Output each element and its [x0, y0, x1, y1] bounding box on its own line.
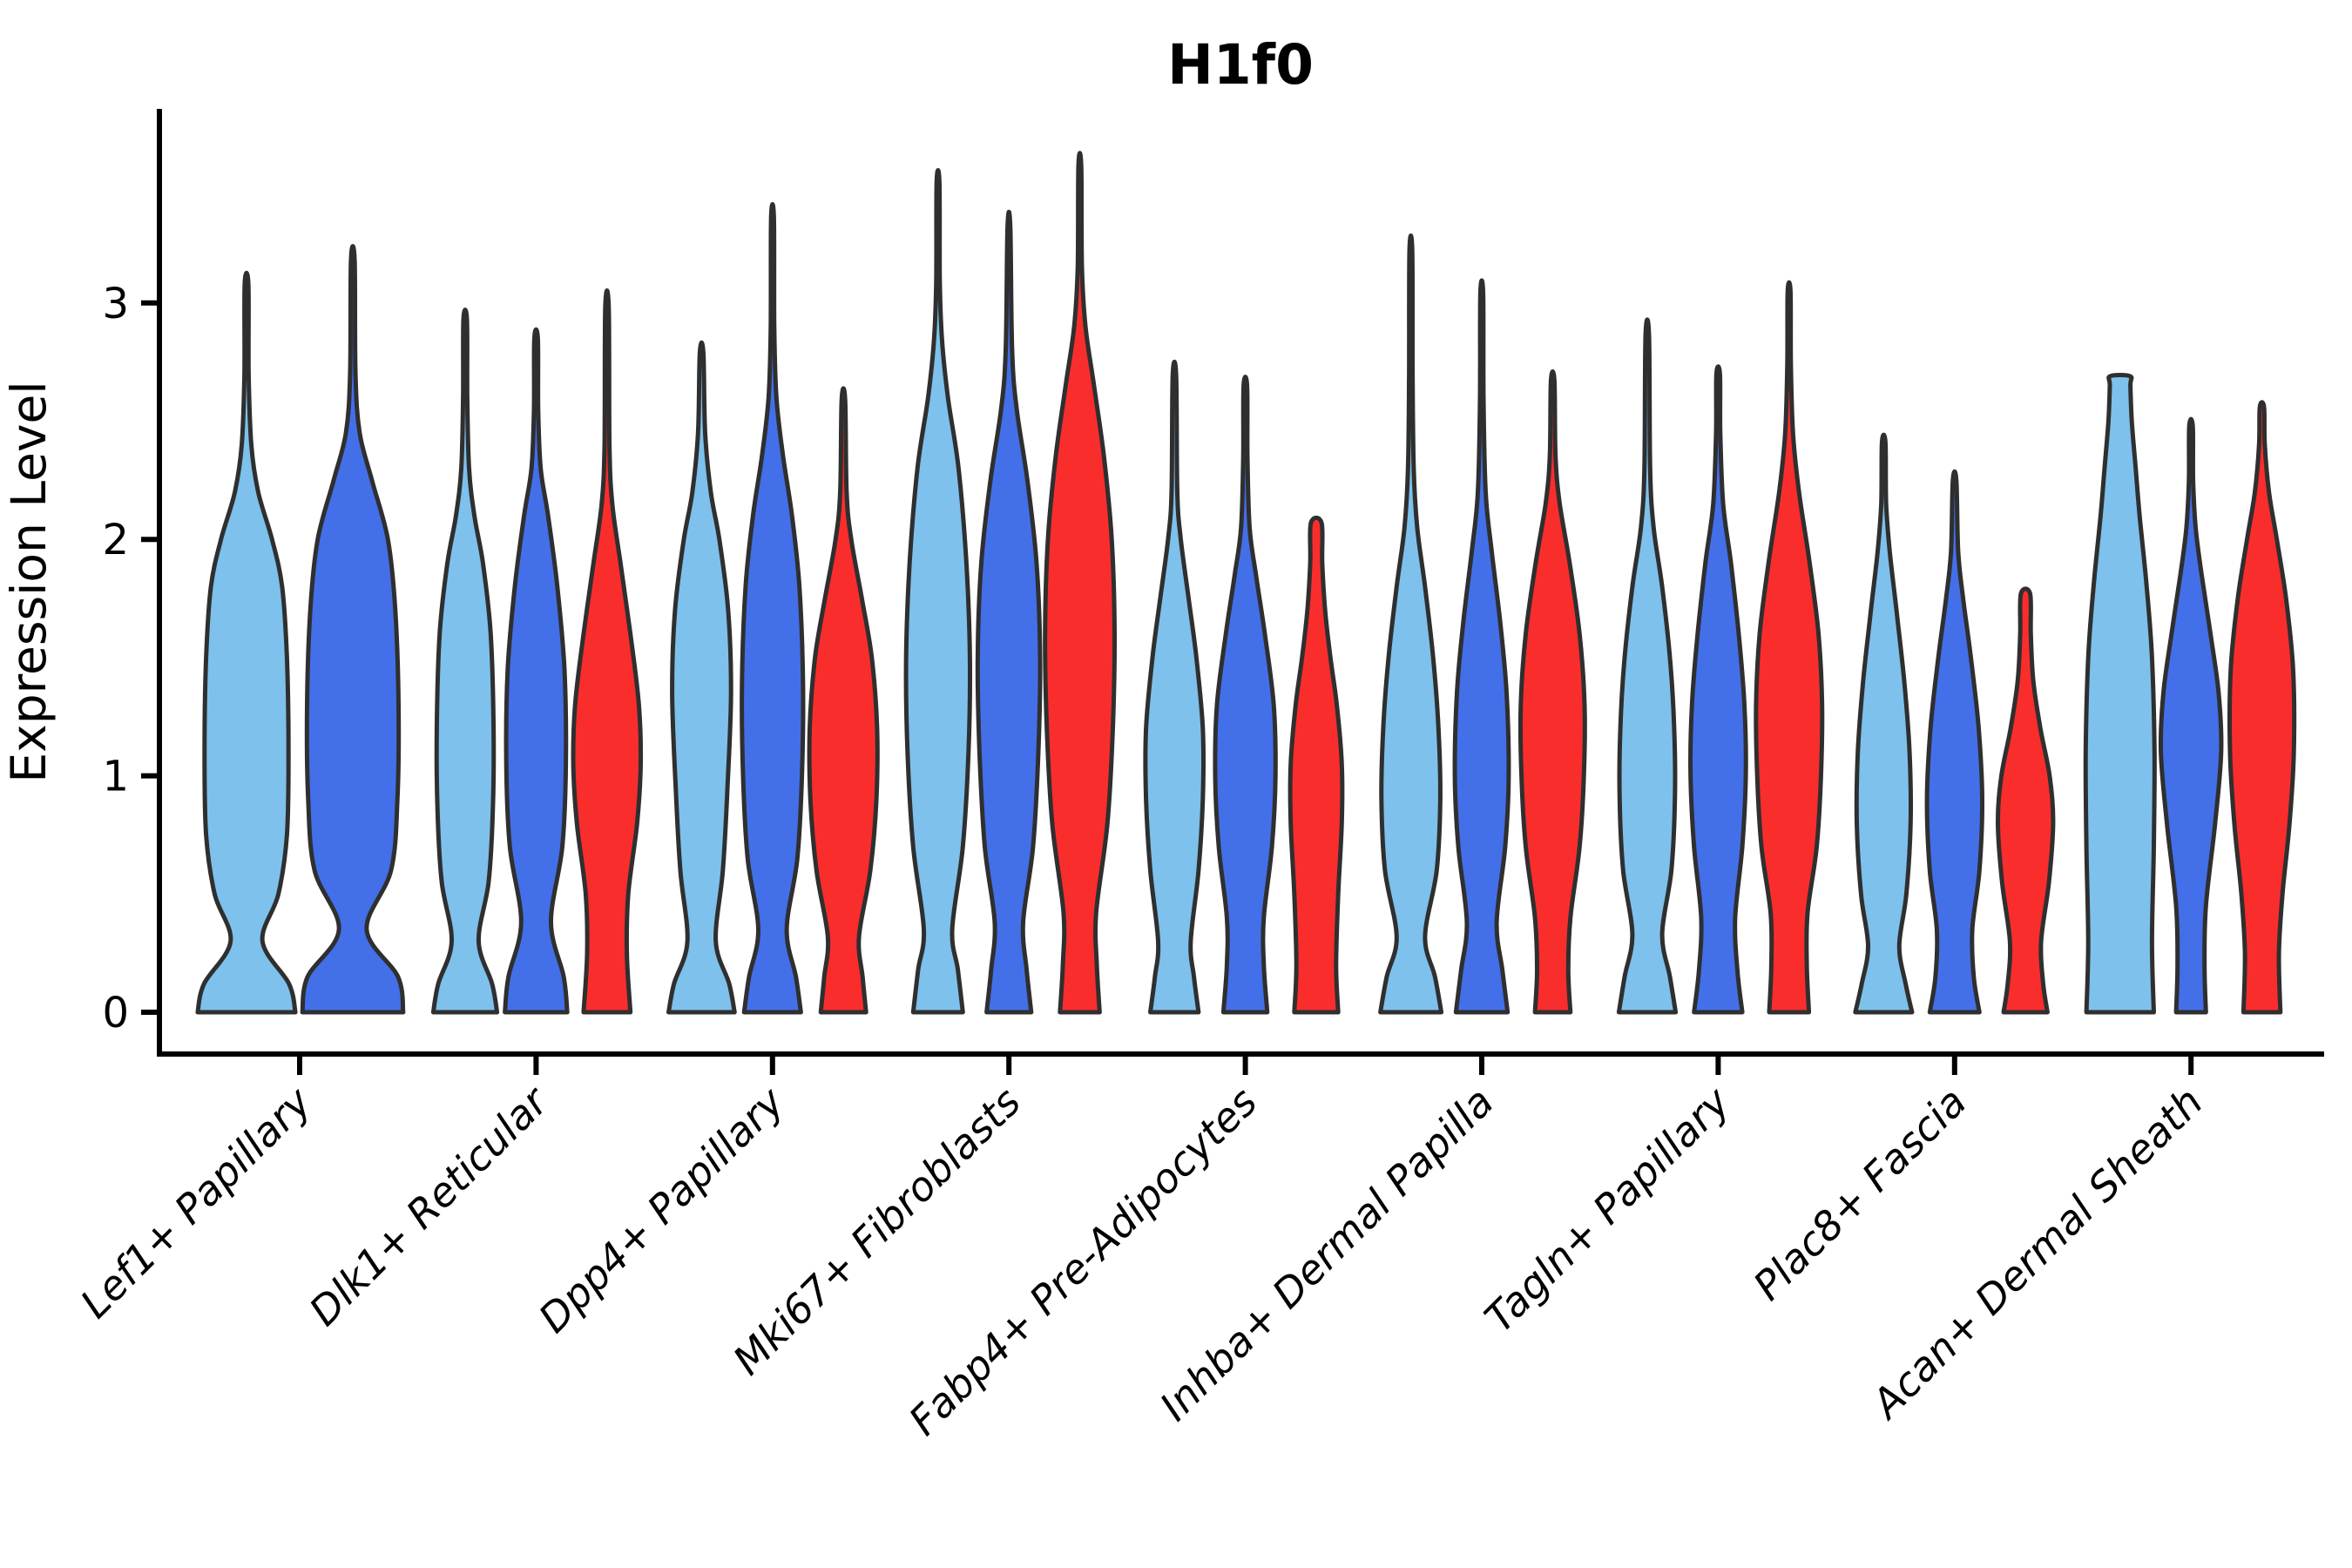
violin-royal-blue [975, 209, 1043, 1015]
violin-light-blue [1378, 233, 1444, 1015]
y-tick-label: 1 [102, 753, 129, 801]
violin-light-blue [195, 270, 298, 1015]
violin-red [1517, 369, 1587, 1015]
violin-royal-blue [300, 244, 406, 1015]
violins-layer [195, 151, 2297, 1015]
violin-red [1043, 151, 1118, 1015]
violin-royal-blue [1452, 278, 1511, 1015]
violin-red [807, 386, 880, 1015]
violin-light-blue [1853, 432, 1915, 1015]
violin-red [1754, 280, 1825, 1015]
violin-royal-blue [740, 202, 806, 1015]
y-tick-label: 0 [102, 989, 129, 1037]
violin-light-blue [1143, 359, 1206, 1015]
violin-red [1995, 586, 2056, 1015]
violin-royal-blue [2158, 416, 2224, 1015]
violin-light-blue [430, 308, 500, 1015]
y-axis-label: Expression Level [1, 381, 57, 782]
violin-royal-blue [1688, 364, 1748, 1015]
violin-red [2227, 400, 2297, 1015]
y-tick-label: 3 [102, 280, 129, 328]
violin-royal-blue [1213, 375, 1278, 1015]
chart-title: H1f0 [1167, 33, 1314, 97]
violin-light-blue [903, 167, 973, 1015]
violin-red [571, 288, 644, 1015]
violin-light-blue [1616, 317, 1679, 1015]
violin-red [1288, 515, 1345, 1015]
violin-royal-blue [1924, 469, 1985, 1015]
violin-light-blue [2083, 373, 2157, 1015]
y-tick-label: 2 [102, 516, 129, 564]
violin-royal-blue [503, 327, 570, 1015]
violin-light-blue [666, 340, 737, 1015]
